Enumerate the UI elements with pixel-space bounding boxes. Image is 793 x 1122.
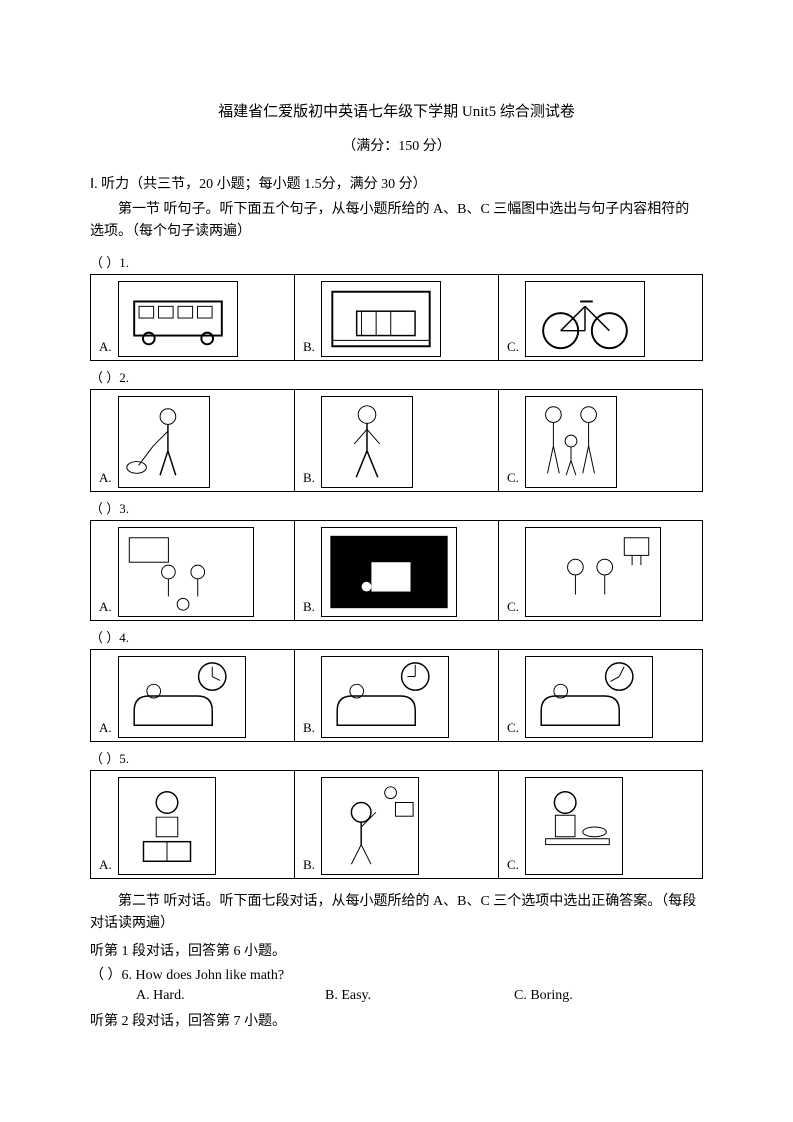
person-walking-icon (321, 396, 413, 488)
option-row: A. B. C. (90, 520, 703, 621)
dialogue2-line: 听第 2 段对话，回答第 7 小题。 (90, 1010, 703, 1030)
bicycle-icon (525, 281, 645, 357)
basketball-icon (525, 527, 661, 617)
question-number: （ ）2. (90, 367, 703, 386)
section1-heading: Ⅰ. 听力（共三节，20 小题；每小题 1.5分，满分 30 分） (90, 173, 703, 193)
option-cell[interactable]: B. (295, 390, 499, 491)
option-label: C. (507, 857, 519, 875)
question-number: （ ）3. (90, 498, 703, 517)
page-title: 福建省仁爱版初中英语七年级下学期 Unit5 综合测试卷 (90, 100, 703, 121)
section1-part1-instructions: 第一节 听句子。听下面五个句子，从每小题所给的 A、B、C 三幅图中选出与句子内… (90, 199, 703, 244)
question-6: （ ）6. How does John like math? (90, 964, 703, 984)
option-label: C. (507, 599, 519, 617)
answer-option[interactable]: A. Hard. (136, 988, 325, 1004)
option-row: A. B. C. (90, 649, 703, 742)
option-label: B. (303, 470, 315, 488)
option-cell[interactable]: A. (91, 771, 295, 878)
question-number: （ ）4. (90, 627, 703, 646)
question-5: （ ）5. A. B. C. (90, 748, 703, 879)
option-cell[interactable]: C. (499, 521, 702, 620)
bed-clock-icon (118, 656, 246, 738)
option-label: C. (507, 339, 519, 357)
page-subtitle: （满分：150 分） (90, 135, 703, 155)
option-cell[interactable]: C. (499, 771, 702, 878)
option-cell[interactable]: C. (499, 275, 702, 360)
option-cell[interactable]: B. (295, 771, 499, 878)
question-1: （ ）1. A. B. C. (90, 252, 703, 361)
family-icon (525, 396, 617, 488)
question-2: （ ）2. A. B. C. (90, 367, 703, 492)
option-label: A. (99, 339, 112, 357)
option-label: A. (99, 857, 112, 875)
question-number: （ ）5. (90, 748, 703, 767)
question-4: （ ）4. A. B. C. (90, 627, 703, 742)
subway-icon (321, 281, 441, 357)
option-label: A. (99, 470, 112, 488)
option-label: A. (99, 720, 112, 738)
question-number: （ ）1. (90, 252, 703, 271)
option-row: A. B. C. (90, 770, 703, 879)
option-cell[interactable]: B. (295, 275, 499, 360)
option-label: B. (303, 599, 315, 617)
watching-tv-icon (321, 527, 457, 617)
bed-clock-icon (321, 656, 449, 738)
question-3: （ ）3. A. B. C. (90, 498, 703, 621)
answer-row: A. Hard. B. Easy. C. Boring. (136, 988, 703, 1004)
option-cell[interactable]: B. (295, 521, 499, 620)
reading-icon (118, 777, 216, 875)
answer-option[interactable]: B. Easy. (325, 988, 514, 1004)
section2-intro: 第二节 听对话。听下面七段对话，从每小题所给的 A、B、C 三个选项中选出正确答… (90, 891, 703, 936)
option-cell[interactable]: C. (499, 650, 702, 741)
option-cell[interactable]: A. (91, 275, 295, 360)
option-cell[interactable]: A. (91, 650, 295, 741)
option-label: A. (99, 599, 112, 617)
option-cell[interactable]: A. (91, 390, 295, 491)
bed-clock-icon (525, 656, 653, 738)
option-label: C. (507, 720, 519, 738)
option-row: A. B. C. (90, 389, 703, 492)
option-cell[interactable]: C. (499, 390, 702, 491)
soccer-icon (118, 527, 254, 617)
option-label: B. (303, 720, 315, 738)
dialogue1-line: 听第 1 段对话，回答第 6 小题。 (90, 940, 703, 960)
basketball-shot-icon (321, 777, 419, 875)
bus-icon (118, 281, 238, 357)
answer-option[interactable]: C. Boring. (514, 988, 703, 1004)
option-row: A. B. C. (90, 274, 703, 361)
person-walking-dog-icon (118, 396, 210, 488)
option-cell[interactable]: A. (91, 521, 295, 620)
option-cell[interactable]: B. (295, 650, 499, 741)
option-label: C. (507, 470, 519, 488)
eating-icon (525, 777, 623, 875)
option-label: B. (303, 339, 315, 357)
option-label: B. (303, 857, 315, 875)
